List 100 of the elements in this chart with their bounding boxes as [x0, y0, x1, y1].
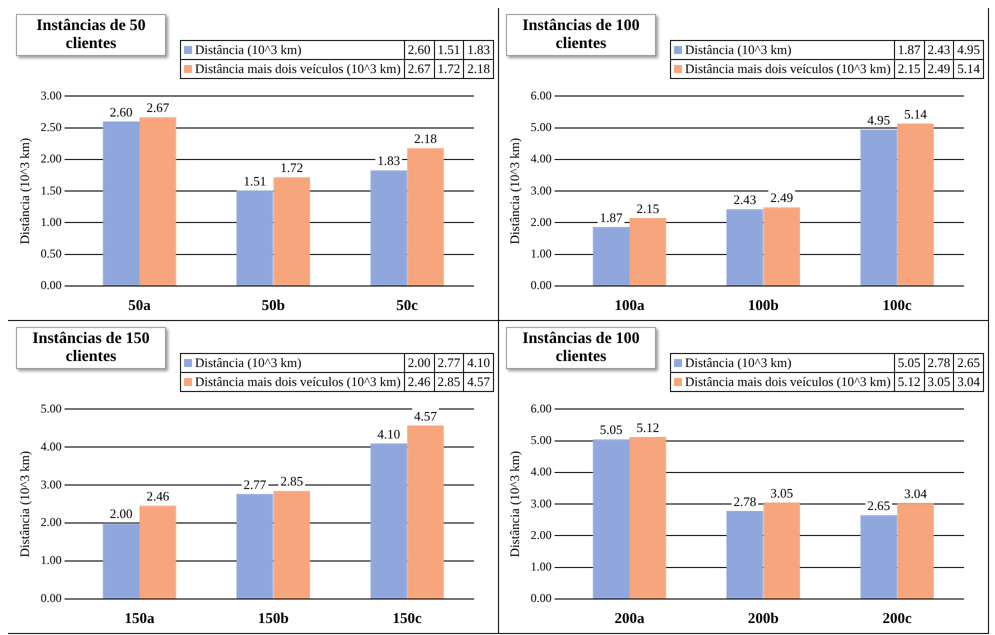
text: 1.51 — [438, 42, 460, 57]
chart-title: Instâncias de 150 clientes — [16, 327, 166, 369]
text: 2.67 — [408, 61, 430, 76]
data-label: 2.00 — [110, 506, 132, 521]
y-tick-label: 5.00 — [530, 432, 552, 447]
text: 3.05 — [928, 374, 950, 389]
bar — [407, 426, 444, 598]
data-label: 2.85 — [280, 474, 304, 489]
y-tick-label: 5.00 — [530, 120, 552, 134]
bar — [102, 523, 140, 598]
legend-label: Distância (10^3 km) — [194, 355, 302, 370]
bar — [102, 122, 140, 286]
data-label: 1.87 — [600, 210, 623, 225]
y-tick-label: 4.00 — [530, 464, 552, 479]
data-label: 5.05 — [600, 422, 622, 438]
y-tick-label: 3.00 — [40, 88, 62, 102]
x-tick-label: 50b — [262, 298, 285, 314]
bar — [407, 148, 444, 286]
legend-label: Distância mais dois veículos (10^3 km) — [684, 61, 891, 76]
data-label: 2.67 — [146, 100, 170, 115]
bar — [236, 494, 274, 598]
text: 2.43 — [928, 42, 950, 57]
y-tick-label: 6.00 — [530, 88, 552, 102]
legend-label: Distância mais dois veículos (10^3 km) — [684, 374, 891, 389]
x-tick-label: 150b — [258, 610, 289, 627]
y-tick-label: 3.00 — [530, 183, 552, 198]
bar — [763, 502, 800, 598]
bar — [726, 209, 764, 286]
bar — [370, 170, 408, 286]
data-label: 2.78 — [734, 494, 756, 509]
data-label: 5.12 — [636, 420, 660, 435]
y-tick-label: 4.00 — [40, 439, 62, 454]
y-axis-title: Distância (10^3 km) — [507, 450, 522, 558]
y-tick-label: 0.00 — [530, 278, 552, 292]
x-tick-label: 50a — [128, 298, 152, 314]
y-axis-title: Distância (10^3 km) — [17, 450, 32, 558]
y-tick-label: 1.00 — [530, 246, 552, 261]
x-tick-label: 150c — [392, 610, 422, 627]
y-tick-label: 0.00 — [40, 278, 62, 292]
data-label: 2.49 — [770, 190, 794, 206]
legend-label: Distância (10^3 km) — [684, 42, 792, 57]
x-tick-label: 100b — [748, 298, 779, 314]
chart-title: Instâncias de 100 clientes — [506, 14, 656, 56]
data-label: 2.60 — [110, 104, 132, 120]
data-label: 3.05 — [770, 485, 794, 500]
legend-label: Distância (10^3 km) — [684, 355, 792, 370]
x-tick-label: 200c — [882, 610, 912, 627]
data-label: 1.83 — [377, 153, 400, 168]
bar — [860, 515, 898, 598]
x-tick-label: 200b — [748, 610, 779, 627]
x-tick-label: 200a — [614, 610, 645, 627]
y-tick-label: 6.00 — [530, 401, 552, 416]
legend-label: Distância mais dois veículos (10^3 km) — [194, 61, 401, 76]
bar — [140, 117, 176, 286]
y-tick-label: 1.00 — [40, 214, 62, 229]
bar — [630, 437, 666, 598]
data-label: 3.04 — [904, 486, 928, 501]
bar — [726, 511, 764, 598]
legend-label: Distância mais dois veículos (10^3 km) — [194, 374, 401, 389]
bar — [860, 129, 898, 286]
data-label: 4.95 — [867, 112, 890, 128]
data-label: 2.15 — [636, 200, 660, 216]
bar — [592, 226, 630, 286]
data-label: 2.77 — [244, 476, 267, 492]
text: 1.87 — [898, 42, 920, 57]
text: 2.18 — [467, 61, 490, 76]
y-tick-label: 1.00 — [530, 560, 552, 574]
y-tick-label: 0.50 — [40, 246, 62, 261]
text: 5.12 — [898, 374, 920, 389]
y-tick-label: 1.00 — [40, 553, 62, 568]
data-label: 2.18 — [414, 131, 437, 146]
data-label: 2.46 — [146, 488, 170, 504]
y-tick-label: 3.00 — [40, 477, 62, 492]
text: 2.49 — [928, 61, 950, 76]
bar — [370, 443, 408, 598]
text: 1.83 — [467, 42, 490, 57]
text: 4.95 — [957, 42, 980, 57]
bar — [630, 218, 666, 286]
text: 2.46 — [408, 374, 430, 389]
text: 2.65 — [957, 355, 980, 370]
text: 5.14 — [957, 61, 980, 76]
bar — [897, 123, 934, 286]
text: 2.85 — [438, 374, 460, 389]
y-tick-label: 5.00 — [40, 401, 62, 416]
data-label: 4.57 — [414, 408, 438, 424]
text: 1.72 — [438, 61, 460, 76]
y-tick-label: 0.00 — [530, 591, 552, 606]
y-tick-label: 2.00 — [530, 214, 552, 229]
chart-title: Instâncias de 50 clientes — [16, 14, 166, 56]
y-tick-label: 2.50 — [40, 120, 62, 134]
bar — [273, 177, 310, 286]
x-tick-label: 50c — [396, 298, 418, 314]
text: 4.57 — [467, 374, 490, 389]
text: 2.15 — [898, 61, 920, 76]
data-label: 1.51 — [244, 173, 266, 188]
text: 2.78 — [928, 355, 950, 370]
legend-label: Distância (10^3 km) — [194, 42, 302, 57]
bar — [273, 490, 310, 598]
text: 4.10 — [467, 355, 490, 370]
data-label: 2.65 — [867, 498, 890, 514]
